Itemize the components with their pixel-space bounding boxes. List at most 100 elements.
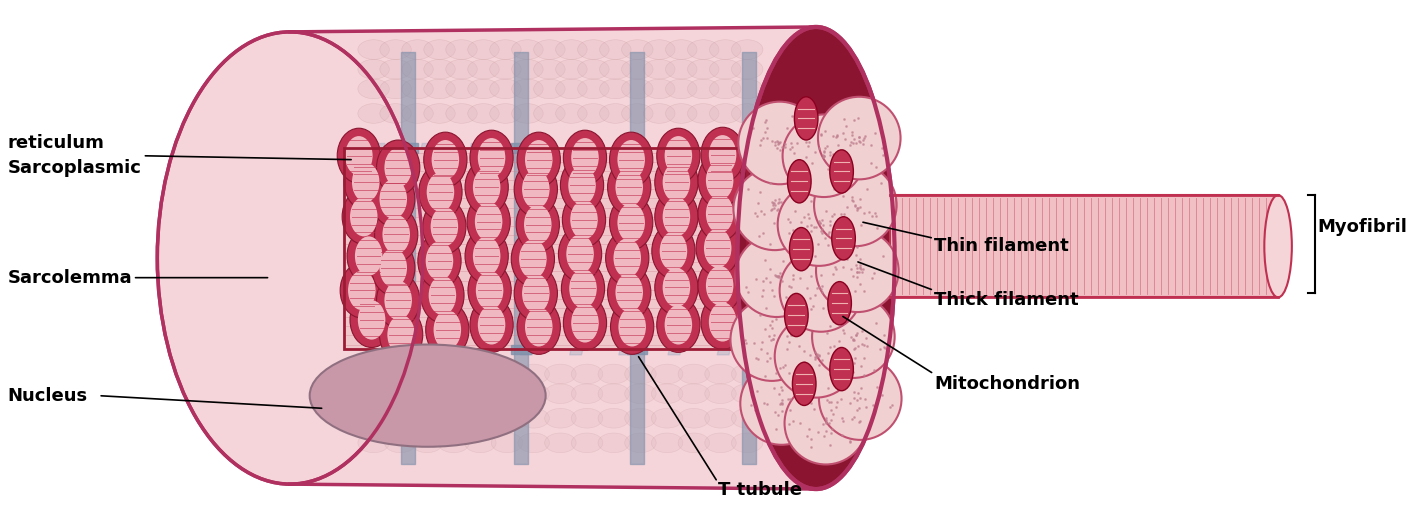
Ellipse shape (519, 384, 550, 404)
Ellipse shape (418, 233, 460, 288)
Ellipse shape (665, 59, 696, 79)
Ellipse shape (732, 409, 763, 428)
Ellipse shape (382, 215, 411, 254)
Ellipse shape (468, 263, 512, 318)
Ellipse shape (665, 79, 696, 99)
Ellipse shape (493, 287, 529, 315)
Ellipse shape (828, 282, 851, 325)
Ellipse shape (621, 104, 654, 123)
Ellipse shape (651, 180, 686, 207)
Ellipse shape (600, 104, 631, 123)
Ellipse shape (556, 104, 587, 123)
Ellipse shape (465, 214, 499, 242)
Ellipse shape (793, 362, 816, 406)
Ellipse shape (577, 59, 610, 79)
Ellipse shape (709, 59, 740, 79)
Ellipse shape (790, 228, 813, 271)
Ellipse shape (477, 305, 506, 345)
Ellipse shape (375, 304, 411, 331)
Ellipse shape (732, 364, 763, 384)
Ellipse shape (524, 307, 553, 346)
Ellipse shape (553, 191, 588, 219)
Ellipse shape (375, 202, 411, 229)
Polygon shape (512, 345, 531, 354)
Ellipse shape (571, 384, 603, 404)
Ellipse shape (583, 292, 617, 320)
Circle shape (739, 102, 821, 184)
Ellipse shape (705, 433, 736, 453)
Ellipse shape (614, 238, 641, 278)
Polygon shape (890, 195, 1277, 297)
Ellipse shape (402, 40, 433, 59)
Ellipse shape (706, 194, 733, 233)
Ellipse shape (787, 159, 811, 203)
Ellipse shape (347, 161, 381, 188)
Ellipse shape (493, 267, 529, 295)
Ellipse shape (784, 294, 809, 336)
Circle shape (783, 115, 865, 197)
Ellipse shape (600, 59, 631, 79)
Ellipse shape (556, 79, 587, 99)
Ellipse shape (432, 140, 459, 180)
Ellipse shape (563, 192, 605, 247)
Ellipse shape (493, 166, 529, 193)
Ellipse shape (512, 104, 543, 123)
Ellipse shape (522, 273, 550, 313)
Ellipse shape (379, 40, 411, 59)
Ellipse shape (350, 197, 378, 236)
Ellipse shape (665, 40, 696, 59)
Ellipse shape (473, 236, 500, 276)
Ellipse shape (715, 282, 750, 310)
Ellipse shape (490, 79, 522, 99)
Ellipse shape (678, 409, 709, 428)
Ellipse shape (470, 130, 513, 185)
Ellipse shape (358, 79, 389, 99)
Ellipse shape (337, 128, 381, 183)
Ellipse shape (571, 433, 603, 453)
Ellipse shape (405, 206, 441, 234)
Ellipse shape (490, 59, 522, 79)
Ellipse shape (567, 234, 594, 273)
Ellipse shape (477, 138, 506, 178)
Ellipse shape (426, 302, 469, 357)
Ellipse shape (523, 269, 558, 296)
Ellipse shape (685, 268, 720, 296)
Ellipse shape (438, 409, 469, 428)
Ellipse shape (685, 179, 720, 206)
Ellipse shape (340, 263, 384, 318)
Ellipse shape (709, 104, 740, 123)
Ellipse shape (358, 384, 389, 404)
Ellipse shape (705, 364, 736, 384)
Ellipse shape (375, 244, 411, 271)
Ellipse shape (476, 271, 503, 310)
Ellipse shape (1265, 195, 1292, 297)
Ellipse shape (544, 433, 576, 453)
Ellipse shape (385, 433, 416, 453)
Ellipse shape (698, 153, 742, 208)
Ellipse shape (651, 265, 686, 293)
Ellipse shape (644, 104, 675, 123)
Ellipse shape (611, 308, 647, 335)
Circle shape (733, 168, 816, 250)
Ellipse shape (583, 155, 617, 183)
Ellipse shape (465, 384, 496, 404)
Ellipse shape (516, 197, 560, 252)
Ellipse shape (621, 59, 654, 79)
Ellipse shape (358, 59, 389, 79)
Ellipse shape (659, 232, 688, 271)
Ellipse shape (435, 289, 470, 317)
Ellipse shape (571, 138, 598, 178)
Ellipse shape (651, 364, 684, 384)
Ellipse shape (644, 59, 675, 79)
Circle shape (774, 315, 857, 398)
Ellipse shape (433, 310, 460, 349)
Ellipse shape (379, 59, 411, 79)
Ellipse shape (310, 345, 546, 447)
Ellipse shape (621, 79, 654, 99)
Ellipse shape (651, 384, 684, 404)
Ellipse shape (385, 409, 416, 428)
Ellipse shape (732, 433, 763, 453)
Ellipse shape (431, 207, 458, 246)
Ellipse shape (423, 40, 455, 59)
Ellipse shape (571, 303, 598, 343)
